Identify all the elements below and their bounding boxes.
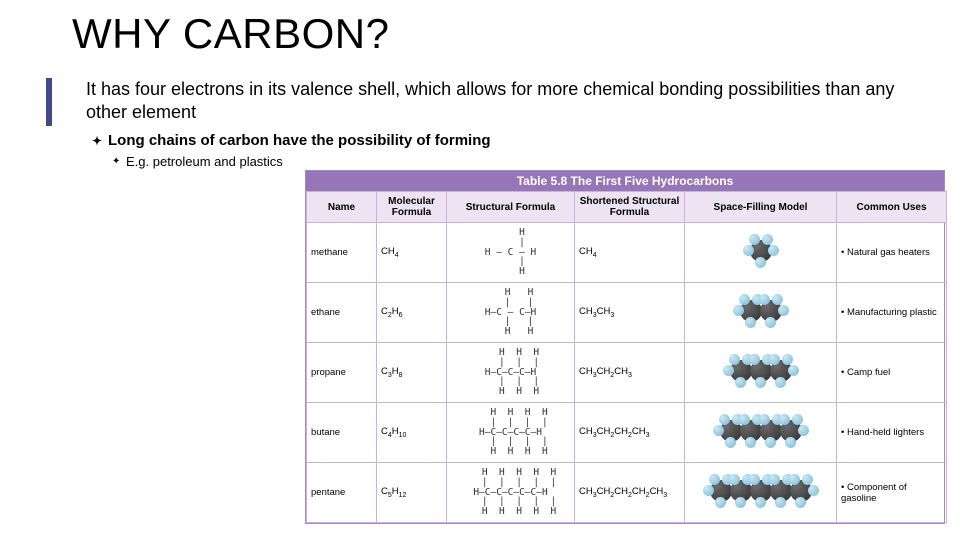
bullet-2: E.g. petroleum and plastics xyxy=(126,154,283,169)
bullet-1: Long chains of carbon have the possibili… xyxy=(108,132,491,149)
cell-molecular-formula: CH4 xyxy=(377,223,447,283)
cell-common-uses: • Natural gas heaters xyxy=(837,223,947,283)
column-header: Structural Formula xyxy=(447,192,575,223)
table-row: ethaneC2H6 H H | | H—C — C—H | | H HCH3C… xyxy=(307,283,947,343)
cell-molecular-formula: C3H8 xyxy=(377,343,447,403)
table-row: propaneC3H8 H H H | | | H—C—C—C—H | | | … xyxy=(307,343,947,403)
cell-structural-formula: H H | | H—C — C—H | | H H xyxy=(447,283,575,343)
cell-space-filling-model xyxy=(685,403,837,463)
cell-common-uses: • Component of gasoline xyxy=(837,463,947,523)
cell-structural-formula: H | H — C — H | H xyxy=(447,223,575,283)
page-title: WHY CARBON? xyxy=(72,10,389,58)
cell-common-uses: • Hand-held lighters xyxy=(837,403,947,463)
cell-structural-formula: H H H | | | H—C—C—C—H | | | H H H xyxy=(447,343,575,403)
cell-shortened-formula: CH4 xyxy=(575,223,685,283)
cell-space-filling-model xyxy=(685,223,837,283)
cell-shortened-formula: CH3CH2CH2CH2CH3 xyxy=(575,463,685,523)
cell-name: ethane xyxy=(307,283,377,343)
column-header: Name xyxy=(307,192,377,223)
cell-name: butane xyxy=(307,403,377,463)
cell-name: methane xyxy=(307,223,377,283)
column-header: Shortened Structural Formula xyxy=(575,192,685,223)
column-header: Molecular Formula xyxy=(377,192,447,223)
table-row: butaneC4H10 H H H H | | | | H—C—C—C—C—H … xyxy=(307,403,947,463)
cell-name: propane xyxy=(307,343,377,403)
cell-molecular-formula: C5H12 xyxy=(377,463,447,523)
cell-molecular-formula: C2H6 xyxy=(377,283,447,343)
cell-shortened-formula: CH3CH2CH2CH3 xyxy=(575,403,685,463)
cell-space-filling-model xyxy=(685,283,837,343)
accent-bar xyxy=(46,78,52,126)
cell-shortened-formula: CH3CH3 xyxy=(575,283,685,343)
data-table: NameMolecular FormulaStructural FormulaS… xyxy=(306,191,947,523)
cell-space-filling-model xyxy=(685,343,837,403)
cell-structural-formula: H H H H H | | | | | H—C—C—C—C—C—H | | | … xyxy=(447,463,575,523)
column-header: Common Uses xyxy=(837,192,947,223)
table-row: pentaneC5H12 H H H H H | | | | | H—C—C—C… xyxy=(307,463,947,523)
cell-shortened-formula: CH3CH2CH3 xyxy=(575,343,685,403)
column-header: Space-Filling Model xyxy=(685,192,837,223)
table-caption: Table 5.8 The First Five Hydrocarbons xyxy=(306,171,944,191)
cell-common-uses: • Manufacturing plastic xyxy=(837,283,947,343)
hydrocarbon-table: Table 5.8 The First Five Hydrocarbons Na… xyxy=(305,170,945,524)
subtitle: It has four electrons in its valence she… xyxy=(86,78,916,125)
cell-molecular-formula: C4H10 xyxy=(377,403,447,463)
table-row: methaneCH4 H | H — C — H | HCH4• Natural… xyxy=(307,223,947,283)
cell-structural-formula: H H H H | | | | H—C—C—C—C—H | | | | H H … xyxy=(447,403,575,463)
cell-common-uses: • Camp fuel xyxy=(837,343,947,403)
cell-space-filling-model xyxy=(685,463,837,523)
cell-name: pentane xyxy=(307,463,377,523)
